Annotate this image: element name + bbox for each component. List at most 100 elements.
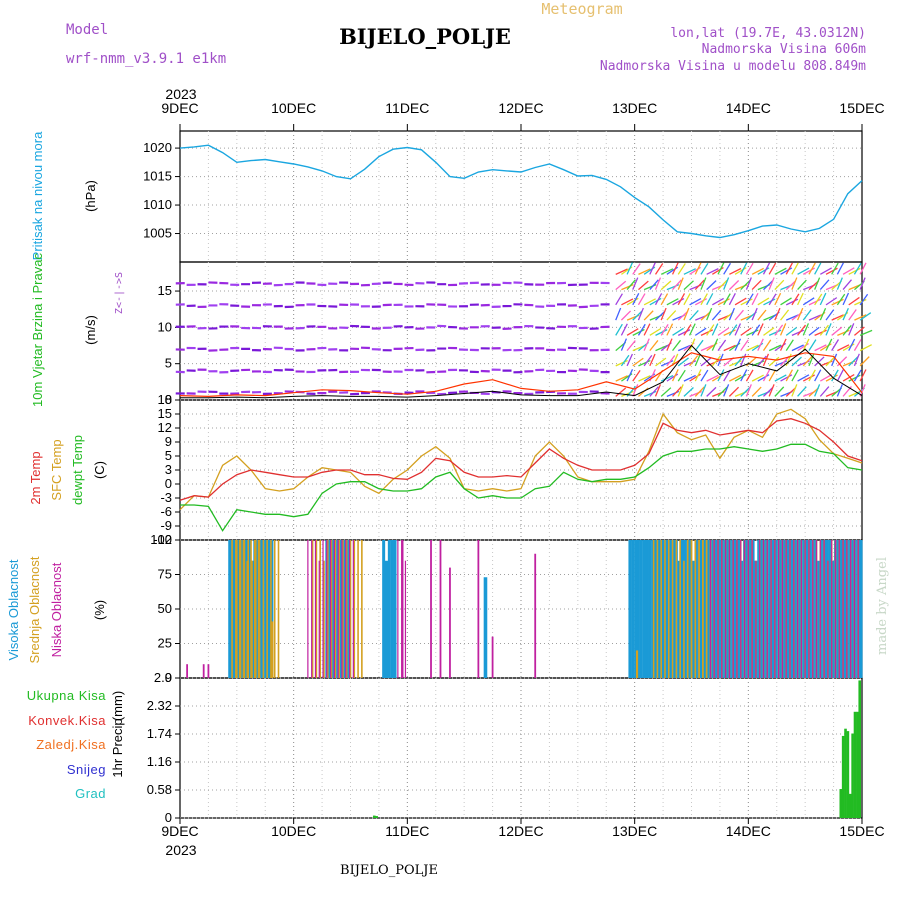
wind-arrow [655,329,668,336]
wind-arrow [694,353,701,367]
wind-arrow [677,263,686,275]
x-axis-top: 2023 9DEC 10DEC 11DEC 12DEC 13DEC 14DEC 15DEC [161,86,885,131]
temperature-ytick-label: -3 [160,490,172,505]
wind-arrow [757,374,770,382]
wind-arrow [683,324,692,336]
wind-arrow [808,314,822,321]
wind-arrow [723,277,730,290]
wind-arrow [791,262,799,275]
cloud-ylabel-high: Visoka Oblacnost [6,559,21,660]
wind-arrow [706,386,717,397]
wind-arrow [751,386,762,397]
x-axis-label-top: 10DEC [271,100,316,116]
wind-arrow [740,369,748,382]
wind-arrow [728,324,738,336]
wind-arrow [848,374,861,382]
wind-arrow [797,374,810,382]
lonlat-label: lon,lat (19.7E, 43.0312N) [670,26,866,41]
wind-arrow [853,353,860,367]
wind-arrow [785,327,797,336]
wind-arrow [683,374,696,382]
precip-legend: Ukupna Kisa Konvek.Kisa Zaledj.Kisa Snijeg G… [27,688,125,801]
wind-arrow [859,277,866,290]
wind-arrow [768,262,777,275]
wind-arrow [677,277,684,290]
wind-arrow [820,374,832,382]
x-axis-year-bottom: 2023 [165,842,196,858]
wind-arrow [626,328,639,336]
wind-arrow [728,307,735,321]
x-axis-label-top: 12DEC [498,100,543,116]
wind-arrow [854,326,865,336]
wind-arrow [700,369,709,382]
wind-arrow [791,293,800,306]
wind-arrow [836,369,844,382]
x-axis-label-bottom: 11DEC [385,823,429,839]
wind-arrow [723,369,731,382]
wind-arrow [774,267,787,275]
wind-arrow [620,310,632,321]
wind-arrow [734,338,742,351]
x-axis-label-bottom: 15DEC [839,823,884,839]
wind-arrow [853,369,862,382]
wind-arrow [672,339,681,352]
wind-arrow [768,277,775,290]
precip-legend-item: Ukupna Kisa [27,688,106,703]
meteogram-label: Meteogram [541,0,622,18]
wind-arrow [677,357,689,367]
wind-arrow [638,375,651,382]
wind-arrow [859,356,870,367]
wind-arrow [785,339,794,351]
wind-arrow [666,298,679,306]
wind-arrow [819,279,830,291]
wind-arrow [751,279,762,291]
wind-arrow [706,280,717,291]
wind-arrow [740,327,752,336]
wind-arrow [638,359,651,367]
wind-arrow [649,353,656,367]
elevation-label: Nadmorska Visina 606m [702,42,867,57]
wind-arrow [689,310,699,321]
wind-arrow [825,356,836,367]
wind-arrow [717,298,730,306]
wind-arrow [672,279,682,291]
temperature-ytick-label: 5 [165,448,172,463]
wind-arrow [717,262,725,275]
wind-arrow [763,386,774,397]
wind-arrow [621,298,634,306]
wind-arrow [643,338,650,351]
wind-arrow [751,292,759,306]
wind-arrow [671,369,679,382]
model-name: wrf-nmm_v3.9.1 e1km [66,51,226,67]
wind-arrow [831,298,844,306]
wind-arrow [802,267,815,275]
wind-arrow [842,279,853,291]
wind-arrow [717,339,727,351]
clouds-ytick-label: 100 [150,532,172,547]
wind-arrow [655,357,667,367]
wind-arrow [802,309,812,321]
wind-arrow [660,324,669,336]
wind-arrow [762,262,771,275]
wind-arrow [802,323,810,336]
wind-arrow [859,312,872,321]
wind-arrow [671,262,679,275]
wind-arrow [797,267,810,275]
wind-arrow [700,293,708,306]
wind-arrow [837,329,850,336]
wind-arrow [796,307,804,321]
precip-ytick-label: 1.74 [147,726,172,741]
wind-arrow [700,277,707,290]
wind-arrow [825,338,833,351]
wind-arrow [814,356,825,367]
wind-arrow [814,293,823,306]
wind-arrow [700,262,709,275]
wind-arrow [808,369,816,382]
wind-arrow [620,354,630,367]
wind-arrow [757,338,764,351]
wind-arrow [666,338,673,351]
wind-arrow [859,344,872,352]
wind-arrow [723,384,730,397]
wind-arrow [836,356,848,367]
wind-arrow [797,324,807,336]
